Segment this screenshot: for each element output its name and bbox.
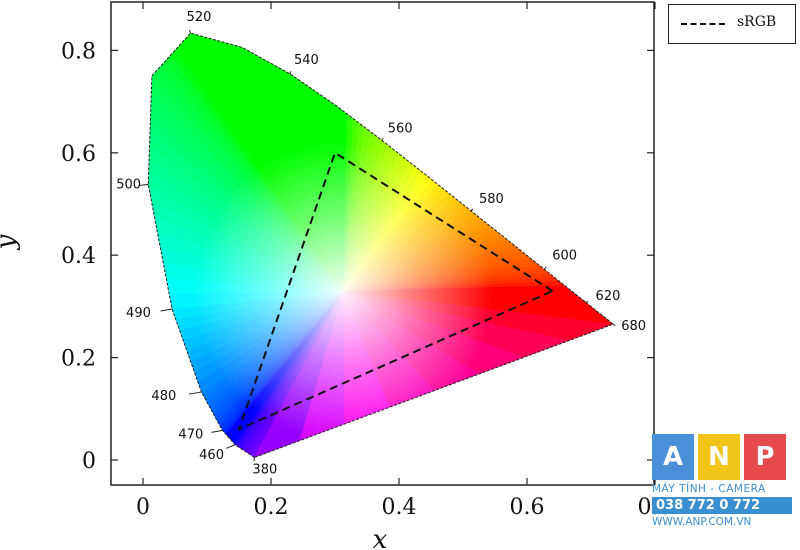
wavelength-tick: [470, 208, 474, 212]
y-tick-label: 0.8: [61, 39, 96, 64]
legend: sRGB: [668, 4, 796, 44]
x-tick-label: 0.4: [382, 495, 417, 520]
wavelength-label: 460: [199, 448, 224, 463]
x-tick-label: 0.2: [254, 495, 289, 520]
wavelength-tick: [140, 183, 149, 186]
watermark-site: WWW.ANP.COM.VN: [652, 516, 752, 528]
wavelength-tick: [612, 323, 616, 327]
wavelength-label: 560: [388, 121, 413, 136]
y-tick-labels: 0 0.2 0.4 0.6 0.8: [61, 39, 96, 474]
y-tick-label: 0.4: [61, 244, 96, 269]
wavelength-label: 540: [294, 53, 319, 68]
srgb-gamut-triangle: [237, 151, 555, 432]
wavelength-tick: [543, 266, 547, 270]
watermark-phone: 038 772 0 772: [652, 497, 792, 514]
wavelength-tick: [289, 71, 292, 74]
wavelength-tick: [211, 429, 223, 433]
wavelength-tick: [225, 444, 236, 449]
y-tick-label: 0.6: [61, 142, 96, 167]
wavelength-label: 470: [178, 427, 203, 442]
locus-fill: [148, 33, 614, 458]
wavelength-tick: [188, 391, 202, 395]
wavelength-label: 680: [621, 319, 646, 334]
wavelength-tick: [160, 308, 173, 312]
wavelength-tick: [381, 137, 384, 141]
legend-dash-swatch: [681, 23, 725, 25]
logo-letter-p: P: [744, 434, 786, 480]
anp-watermark: A N P MÁY TÍNH - CAMERA 038 772 0 772 WW…: [652, 434, 792, 528]
logo-letter-a: A: [652, 434, 694, 480]
wavelength-label: 490: [126, 306, 151, 321]
legend-label-srgb: sRGB: [737, 14, 777, 30]
logo-letter-n: N: [698, 434, 740, 480]
wavelength-tick: [585, 301, 589, 303]
y-tick-label: 0: [82, 449, 96, 474]
x-tick-label: 0.6: [510, 495, 545, 520]
wavelength-tick: [253, 457, 255, 462]
wavelength-label: 480: [151, 389, 176, 404]
x-axis-title: x: [373, 525, 388, 550]
white-point-glow: [193, 141, 494, 442]
watermark-tagline: MÁY TÍNH - CAMERA: [652, 483, 766, 495]
x-tick-label: 0: [136, 495, 150, 520]
plot-frame: [110, 1, 655, 486]
wavelength-tick: [189, 29, 192, 34]
wavelength-label: 580: [479, 192, 504, 207]
wavelength-label: 600: [552, 248, 577, 263]
wavelength-label: 520: [187, 10, 212, 25]
axis-ticks: [111, 2, 656, 485]
wavelength-label: 380: [252, 462, 277, 477]
x-tick-labels: 00.20.40.60.8: [136, 495, 673, 520]
anp-logo: A N P: [652, 434, 792, 480]
y-axis-title: y: [0, 234, 21, 250]
y-tick-label: 0.2: [61, 347, 96, 372]
wavelength-label: 620: [596, 289, 621, 304]
wavelength-label: 500: [116, 177, 141, 192]
